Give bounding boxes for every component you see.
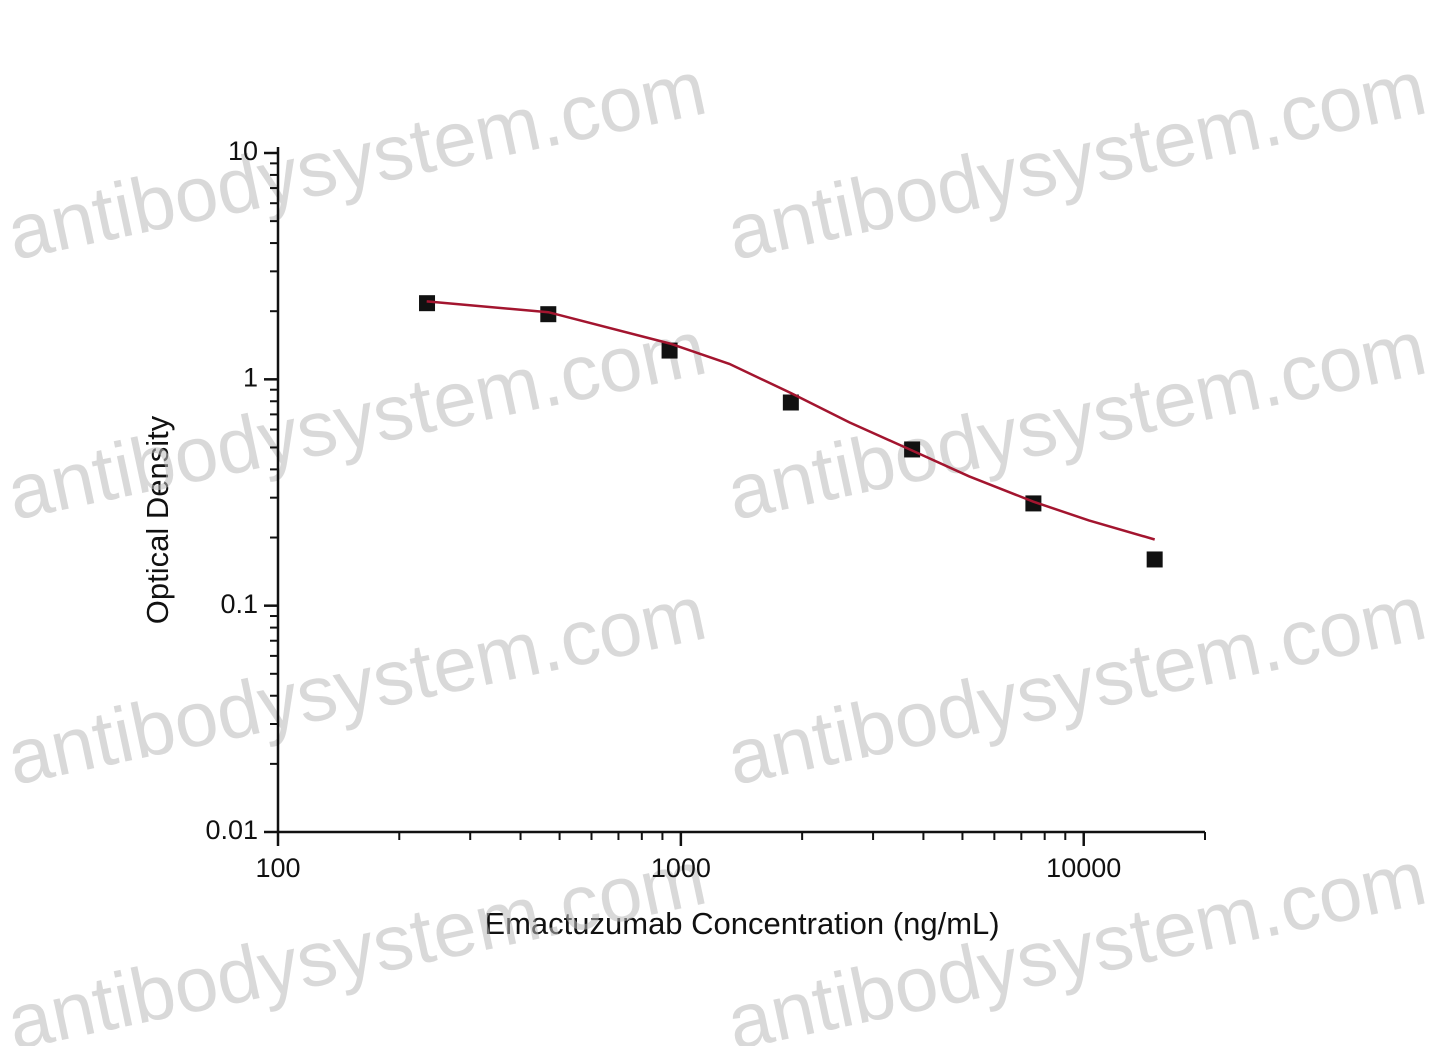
y-tick-label: 0.01 (205, 815, 258, 845)
data-point (540, 306, 557, 323)
watermark: antibodysystem.com (0, 833, 713, 1046)
data-point (782, 394, 799, 411)
watermark-layer: antibodysystem.com antibodysystem.comanti… (0, 43, 1433, 1046)
data-point (661, 342, 678, 359)
y-tick-label: 0.1 (220, 589, 258, 619)
watermark: antibodysystem.com (720, 303, 1434, 537)
data-point (1146, 551, 1163, 568)
x-tick-label: 1000 (651, 853, 711, 883)
y-tick-label: 1 (243, 362, 258, 392)
y-tick-label: 10 (228, 136, 258, 166)
watermark: antibodysystem.com (0, 43, 713, 277)
watermark: antibodysystem.com (0, 303, 713, 537)
fit-curve (426, 300, 1156, 541)
x-tick-label: 100 (255, 853, 300, 883)
x-axis-title: Emactuzumab Concentration (ng/mL) (484, 906, 999, 941)
watermark: antibodysystem.com (720, 43, 1434, 277)
y-axis-title: Optical Density (140, 415, 175, 624)
data-point (419, 295, 436, 312)
watermark: antibodysystem.com (0, 568, 713, 802)
watermark: antibodysystem.com (720, 568, 1434, 802)
x-tick-label: 10000 (1046, 853, 1121, 883)
